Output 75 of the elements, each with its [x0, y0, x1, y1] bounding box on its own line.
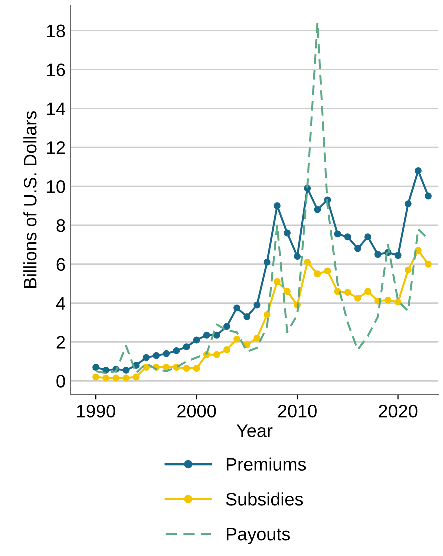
point [183, 344, 190, 351]
point [374, 251, 382, 258]
point [414, 167, 422, 174]
y-tick-label: 16 [47, 64, 66, 76]
legend-label: Premiums [226, 458, 306, 471]
x-tick-label: 2020 [379, 404, 418, 418]
point [264, 312, 271, 318]
y-axis-title: Billions of U.S. Dollars [24, 112, 37, 288]
y-tick-label: 8 [56, 219, 66, 232]
point [294, 253, 302, 260]
point [354, 245, 362, 252]
y-tick-label: 18 [47, 24, 66, 38]
x-axis-title: Year [236, 424, 273, 438]
y-tick-label: 2 [56, 336, 66, 349]
point [224, 323, 230, 330]
point [224, 346, 230, 354]
point [334, 288, 342, 296]
point [254, 302, 261, 309]
point [213, 351, 220, 358]
y-tick-label: 10 [47, 180, 66, 194]
point [314, 270, 322, 278]
point [274, 278, 281, 286]
point [324, 268, 332, 275]
point [274, 202, 281, 210]
point [92, 374, 100, 381]
point [203, 332, 210, 339]
point [284, 230, 291, 237]
point [122, 374, 130, 382]
point [213, 332, 220, 339]
point [264, 258, 271, 266]
point [364, 234, 372, 241]
point [92, 364, 100, 371]
legend-label: Payouts [226, 528, 290, 544]
point [153, 352, 160, 360]
point [354, 294, 362, 302]
point [254, 334, 261, 342]
x-tick-label: 2000 [178, 404, 216, 418]
point [404, 266, 412, 274]
point [163, 350, 170, 358]
point [344, 289, 352, 296]
point [173, 348, 180, 354]
point [142, 364, 150, 371]
y-tick-label: 4 [56, 297, 66, 310]
point [102, 374, 110, 382]
point [334, 230, 342, 238]
legend-label: Subsidies [226, 492, 304, 506]
point [142, 354, 150, 362]
point [244, 313, 251, 320]
y-tick-label: 12 [47, 142, 66, 154]
point [344, 234, 352, 241]
point [102, 366, 110, 374]
point [163, 364, 170, 371]
point [193, 336, 200, 344]
point [234, 336, 241, 343]
y-tick-label: 14 [47, 102, 66, 116]
point [122, 366, 130, 374]
point [132, 374, 140, 381]
point [394, 252, 402, 260]
x-tick-label: 1990 [77, 404, 116, 418]
y-tick-label: 0 [56, 375, 66, 388]
point [364, 288, 372, 296]
point [234, 304, 241, 312]
point [183, 365, 190, 372]
point [394, 298, 402, 306]
point [304, 258, 312, 266]
point [425, 192, 432, 200]
x-tick-label: 2010 [278, 404, 317, 418]
point [112, 374, 120, 382]
point [284, 288, 291, 296]
point [384, 296, 392, 304]
y-tick-label: 6 [56, 258, 66, 272]
point [193, 365, 200, 372]
point [404, 200, 412, 208]
point [314, 206, 322, 214]
point [425, 260, 432, 268]
